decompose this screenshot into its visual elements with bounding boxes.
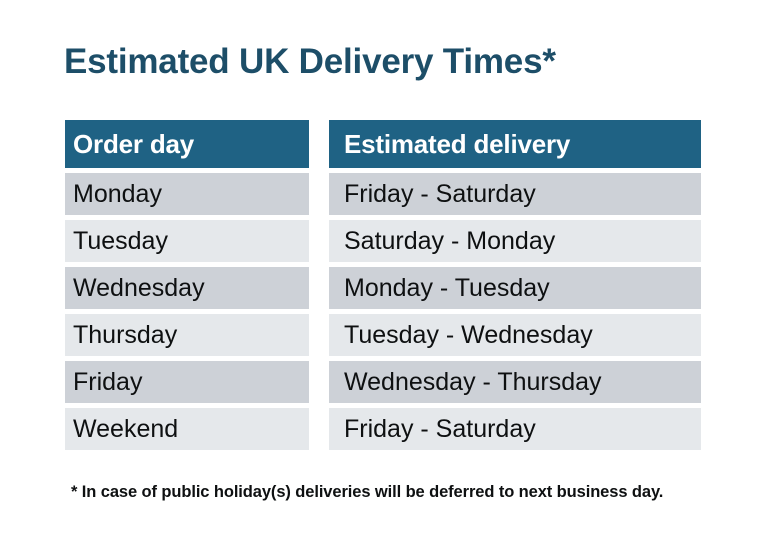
estimated-delivery-cell: Wednesday - Thursday: [329, 361, 701, 403]
estimated-delivery-cell: Tuesday - Wednesday: [329, 314, 701, 356]
column-divider: [309, 220, 329, 262]
table-row-friday: Friday Wednesday - Thursday: [65, 361, 701, 403]
estimated-delivery-cell: Friday - Saturday: [329, 173, 701, 215]
column-header-order-day: Order day: [65, 120, 309, 168]
order-day-cell: Friday: [65, 361, 309, 403]
table-body: Monday Friday - Saturday Tuesday Saturda…: [65, 173, 701, 450]
order-day-cell: Monday: [65, 173, 309, 215]
column-divider: [309, 314, 329, 356]
table-row-wednesday: Wednesday Monday - Tuesday: [65, 267, 701, 309]
column-divider: [309, 173, 329, 215]
column-divider: [309, 361, 329, 403]
column-header-estimated-delivery: Estimated delivery: [329, 120, 701, 168]
order-day-cell: Wednesday: [65, 267, 309, 309]
table-row-monday: Monday Friday - Saturday: [65, 173, 701, 215]
estimated-delivery-cell: Friday - Saturday: [329, 408, 701, 450]
column-divider: [309, 267, 329, 309]
table-row-weekend: Weekend Friday - Saturday: [65, 408, 701, 450]
column-divider: [309, 120, 329, 168]
footnote: * In case of public holiday(s) deliverie…: [71, 483, 664, 501]
order-day-cell: Weekend: [65, 408, 309, 450]
delivery-times-table: Order day Estimated delivery Monday Frid…: [65, 120, 701, 450]
page-title: Estimated UK Delivery Times*: [64, 42, 556, 81]
column-divider: [309, 408, 329, 450]
order-day-cell: Tuesday: [65, 220, 309, 262]
estimated-delivery-cell: Saturday - Monday: [329, 220, 701, 262]
table-row-thursday: Thursday Tuesday - Wednesday: [65, 314, 701, 356]
table-row-tuesday: Tuesday Saturday - Monday: [65, 220, 701, 262]
estimated-delivery-cell: Monday - Tuesday: [329, 267, 701, 309]
order-day-cell: Thursday: [65, 314, 309, 356]
table-header-row: Order day Estimated delivery: [65, 120, 701, 168]
